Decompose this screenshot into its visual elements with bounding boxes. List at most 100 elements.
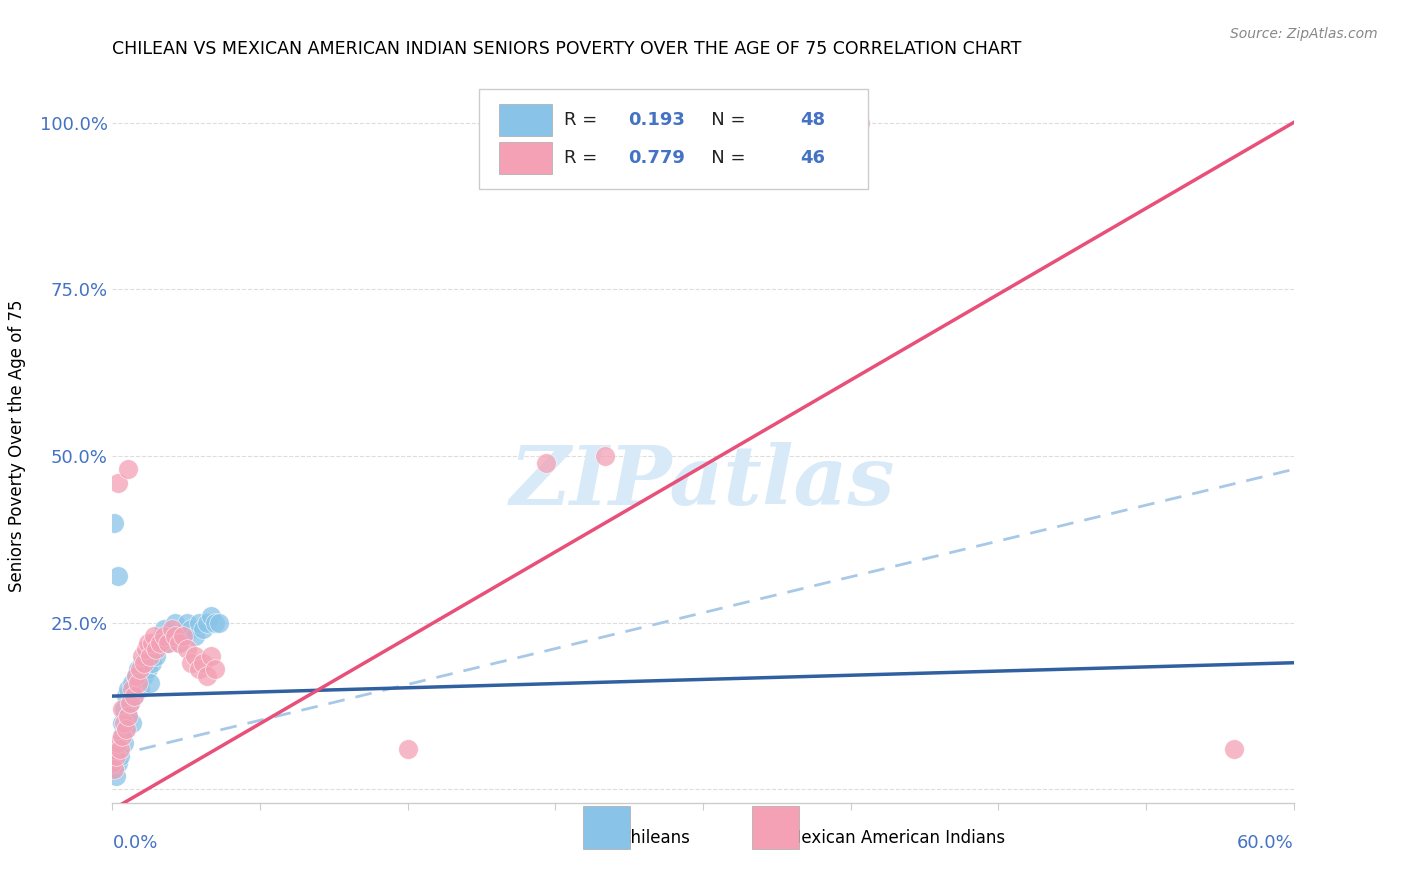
Text: ZIPatlas: ZIPatlas: [510, 442, 896, 522]
Point: [135, 642, 157, 657]
Point: [120, 696, 142, 710]
Point: [188, 615, 211, 630]
Point: [112, 715, 135, 730]
Point: [107, 569, 129, 583]
Point: [101, 756, 124, 770]
Text: Mexican American Indians: Mexican American Indians: [787, 829, 1005, 847]
Point: [112, 736, 135, 750]
Point: [105, 749, 128, 764]
Text: R =: R =: [564, 150, 603, 168]
Point: [107, 736, 129, 750]
Point: [112, 702, 135, 716]
Point: [103, 763, 125, 777]
Point: [129, 682, 152, 697]
Point: [103, 516, 125, 530]
Point: [115, 689, 138, 703]
Point: [111, 715, 134, 730]
Point: [534, 456, 557, 470]
Point: [188, 662, 211, 676]
Text: 0.0%: 0.0%: [112, 834, 157, 852]
Point: [122, 689, 145, 703]
Point: [129, 662, 152, 676]
Text: 0.779: 0.779: [628, 150, 686, 168]
Point: [142, 642, 165, 657]
Point: [204, 615, 226, 630]
Point: [141, 636, 163, 650]
Point: [204, 662, 226, 676]
Point: [125, 669, 148, 683]
Point: [156, 636, 179, 650]
Point: [105, 769, 128, 783]
Point: [150, 629, 173, 643]
Point: [127, 675, 149, 690]
Point: [200, 649, 222, 664]
Point: [117, 709, 139, 723]
Point: [132, 656, 155, 670]
Point: [184, 629, 207, 643]
Text: R =: R =: [564, 111, 603, 128]
Point: [121, 675, 143, 690]
Point: [156, 636, 179, 650]
Point: [180, 656, 202, 670]
Point: [131, 649, 153, 664]
Point: [165, 615, 187, 630]
Point: [142, 629, 165, 643]
Point: [152, 623, 174, 637]
Point: [160, 623, 183, 637]
Point: [195, 615, 218, 630]
Point: [122, 689, 145, 703]
Text: Chileans: Chileans: [619, 829, 689, 847]
Point: [110, 742, 132, 756]
Point: [107, 742, 129, 756]
FancyBboxPatch shape: [478, 89, 869, 189]
Point: [131, 656, 153, 670]
Point: [396, 742, 419, 756]
Point: [165, 629, 187, 643]
Point: [101, 749, 124, 764]
Point: [136, 636, 159, 650]
Y-axis label: Seniors Poverty Over the Age of 75: Seniors Poverty Over the Age of 75: [7, 300, 25, 592]
Point: [180, 623, 202, 637]
Bar: [499, 143, 551, 175]
Point: [176, 642, 198, 657]
Point: [132, 669, 155, 683]
Text: 48: 48: [800, 111, 825, 128]
Text: N =: N =: [693, 150, 751, 168]
Point: [103, 763, 125, 777]
Point: [146, 636, 169, 650]
Point: [110, 749, 132, 764]
Point: [172, 629, 194, 643]
Point: [125, 669, 148, 683]
Point: [141, 656, 163, 670]
Point: [172, 629, 194, 643]
Point: [1223, 742, 1246, 756]
Point: [115, 723, 138, 737]
Point: [107, 756, 129, 770]
Point: [111, 729, 134, 743]
Point: [849, 115, 872, 129]
Text: 0.193: 0.193: [628, 111, 686, 128]
Text: Source: ZipAtlas.com: Source: ZipAtlas.com: [1230, 27, 1378, 41]
Point: [120, 696, 142, 710]
Point: [136, 662, 159, 676]
Point: [121, 715, 143, 730]
Point: [115, 723, 138, 737]
Point: [191, 623, 214, 637]
Point: [121, 682, 143, 697]
Point: [208, 615, 231, 630]
Text: CHILEAN VS MEXICAN AMERICAN INDIAN SENIORS POVERTY OVER THE AGE OF 75 CORRELATIO: CHILEAN VS MEXICAN AMERICAN INDIAN SENIO…: [112, 40, 1022, 58]
Text: 60.0%: 60.0%: [1237, 834, 1294, 852]
Point: [107, 475, 129, 490]
Point: [117, 682, 139, 697]
Point: [139, 649, 162, 664]
Point: [169, 636, 191, 650]
Bar: [499, 103, 551, 136]
Point: [139, 675, 162, 690]
Point: [149, 636, 172, 650]
Point: [111, 729, 134, 743]
Point: [160, 629, 183, 643]
Point: [593, 449, 616, 463]
Point: [152, 629, 174, 643]
Point: [117, 709, 139, 723]
Point: [191, 656, 214, 670]
